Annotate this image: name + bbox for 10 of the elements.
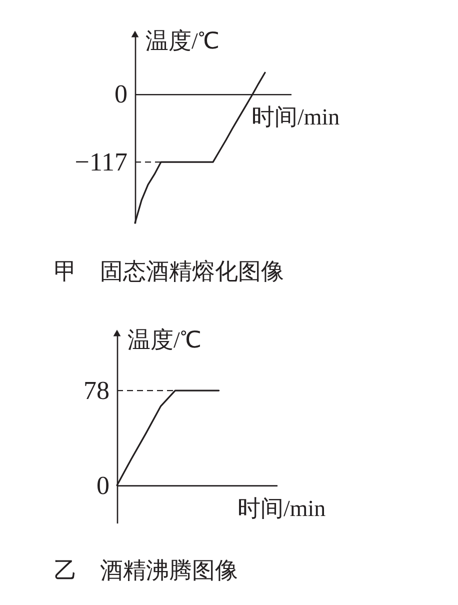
y-tick-label: 0 — [114, 80, 128, 109]
y-axis-title: 温度/℃ — [146, 28, 219, 54]
y-tick-label: −117 — [74, 148, 128, 177]
y-tick-label: 0 — [96, 470, 110, 500]
x-axis-title: 时间/min — [252, 104, 340, 130]
text: 乙 酒精沸腾图像 — [54, 558, 238, 583]
x-axis-title: 时间/min — [238, 496, 326, 521]
y-tick-label: 78 — [84, 376, 110, 406]
text: 甲 固态酒精熔化图像 — [54, 258, 284, 284]
y-axis-title: 温度/℃ — [128, 328, 201, 352]
